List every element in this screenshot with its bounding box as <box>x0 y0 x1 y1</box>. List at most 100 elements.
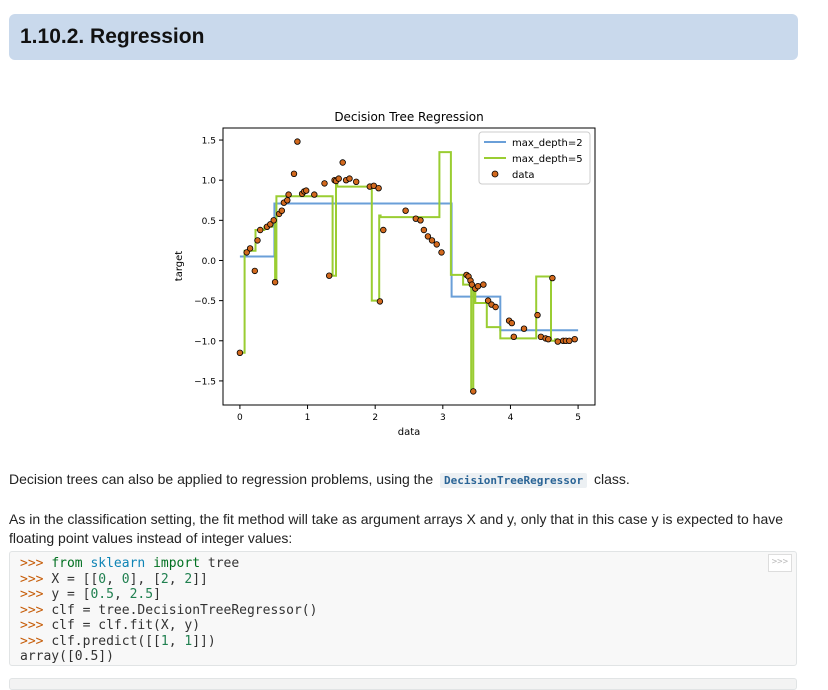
data-point <box>271 278 279 286</box>
data-point <box>243 249 250 256</box>
code-token: , <box>106 571 122 587</box>
legend-label-depth2: max_depth=2 <box>512 138 583 149</box>
y-tick-label: 0.0 <box>202 257 217 267</box>
code-prompt: >>> <box>20 618 52 633</box>
code-token: sklearn <box>90 556 146 571</box>
code-token: 0 <box>98 571 107 587</box>
legend-marker-data <box>491 170 499 178</box>
data-point <box>325 272 333 279</box>
code-line: >>> from sklearn import tree <box>20 556 786 572</box>
code-prompt: >>> <box>20 602 52 618</box>
code-token: 1 <box>160 633 169 649</box>
y-tick-label: −1.5 <box>194 377 216 387</box>
code-token: clf = tree.DecisionTreeRegressor() <box>51 602 318 618</box>
data-point <box>492 303 499 311</box>
data-point <box>267 221 274 228</box>
data-point <box>480 281 487 288</box>
y-tick-label: 0.5 <box>202 217 216 227</box>
data-point <box>474 282 482 290</box>
data-point <box>510 333 517 340</box>
data-point <box>285 191 292 198</box>
data-point <box>352 178 360 185</box>
data-point <box>278 207 285 214</box>
code-token: X = [[ <box>51 571 99 587</box>
y-axis-label: target <box>174 251 185 281</box>
paragraph-text: Decision trees can also be applied to re… <box>9 471 434 487</box>
code-token: clf = clf.fit(X, y) <box>51 618 201 633</box>
y-tick-label: −0.5 <box>194 297 216 307</box>
code-line: >>> X = [[0, 0], [2, 2]] <box>20 572 786 588</box>
data-point <box>468 281 476 288</box>
code-line: >>> clf = tree.DecisionTreeRegressor() <box>20 603 786 619</box>
data-point <box>484 297 492 304</box>
data-point <box>251 267 258 275</box>
code-token: 1 <box>184 633 193 649</box>
x-tick-label: 4 <box>508 413 514 423</box>
data-point <box>339 159 346 166</box>
data-point <box>424 233 432 240</box>
data-point <box>380 226 387 234</box>
code-example: >>> >>> from sklearn import tree >>> X = … <box>9 551 797 666</box>
code-line: >>> clf = clf.fit(X, y) <box>20 618 786 634</box>
code-token: , <box>113 587 130 602</box>
data-point <box>470 388 477 395</box>
paragraph-fit-method: As in the classification setting, the fi… <box>9 511 784 546</box>
data-point <box>236 349 244 356</box>
y-tick-label: 1.5 <box>202 137 216 147</box>
data-point <box>335 175 342 182</box>
code-token: clf.predict([[ <box>51 633 161 649</box>
data-point <box>438 249 445 256</box>
code-token: y = [ <box>51 587 91 602</box>
code-prompt: >>> <box>20 571 52 587</box>
x-tick-label: 3 <box>440 413 446 423</box>
section-title: 1.10.2. Regression <box>20 25 205 48</box>
code-token: array([0.5]) <box>20 649 114 664</box>
y-tick-label: −1.0 <box>194 337 216 347</box>
code-prompt: >>> <box>20 633 52 649</box>
data-point <box>246 245 254 252</box>
data-point <box>433 241 440 248</box>
code-token: ]]) <box>192 633 216 649</box>
code-prompt: >>> <box>20 556 52 571</box>
code-token: 0.5 <box>90 587 114 602</box>
code-token: import <box>153 556 201 571</box>
x-tick-label: 0 <box>237 413 243 423</box>
decision-tree-regression-chart: Decision Tree Regression −1.5 −1.0 −0.5 0.0… <box>174 110 596 438</box>
code-token: 2 <box>160 571 169 587</box>
code-token: ]] <box>192 571 208 587</box>
code-token: tree <box>200 556 240 571</box>
code-token: , <box>168 571 185 587</box>
data-point <box>321 180 328 187</box>
legend: max_depth=2 max_depth=5 data <box>478 131 591 185</box>
legend-label-depth5: max_depth=5 <box>512 154 583 165</box>
data-point <box>290 170 298 177</box>
data-point <box>302 187 310 194</box>
data-point <box>420 226 428 234</box>
code-prompt: >>> <box>20 587 52 602</box>
code-token: ] <box>153 587 161 602</box>
data-point <box>549 274 556 282</box>
data-point <box>566 337 573 344</box>
code-token: 2 <box>184 571 193 587</box>
paragraph-regression-intro: Decision trees can also be applied to re… <box>9 470 789 490</box>
code-token: 0 <box>121 571 130 587</box>
code-token: , <box>168 633 185 649</box>
code-line: array([0.5]) <box>20 649 786 665</box>
x-axis-label: data <box>398 427 421 438</box>
decisiontreeregressor-link[interactable]: DecisionTreeRegressor <box>440 473 588 488</box>
x-tick-label: 2 <box>372 413 378 423</box>
data-point <box>346 175 353 182</box>
data-point <box>270 217 277 224</box>
data-point <box>311 191 318 198</box>
next-code-block <box>9 678 797 690</box>
data-point <box>534 311 541 319</box>
legend-label-data: data <box>512 170 535 181</box>
data-point <box>571 335 578 343</box>
code-token: from <box>51 556 83 571</box>
code-line: >>> clf.predict([[1, 1]]) <box>20 634 786 650</box>
y-tick-label: 1.0 <box>202 177 217 187</box>
copy-prompt-toggle-button[interactable]: >>> <box>767 554 792 572</box>
data-point <box>375 184 382 192</box>
data-point <box>294 138 301 145</box>
data-point <box>520 325 528 332</box>
